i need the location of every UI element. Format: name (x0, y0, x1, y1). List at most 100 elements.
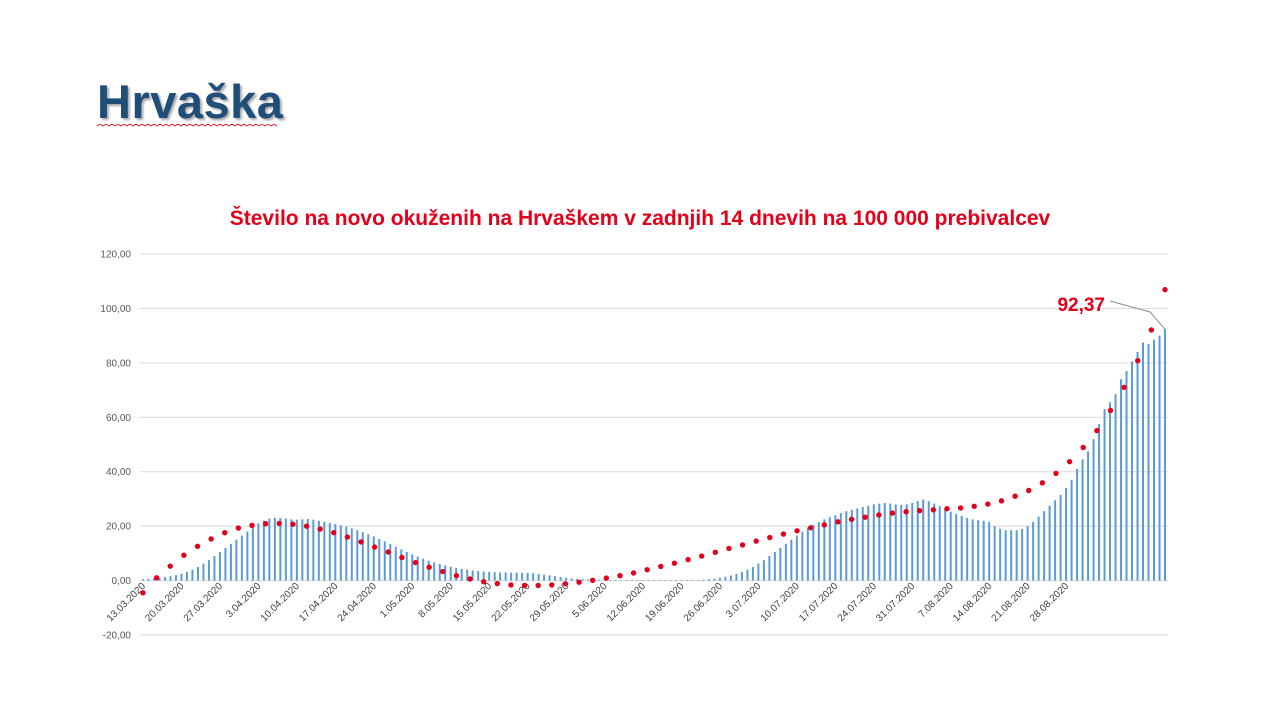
x-tick-label: 24.04.2020 (336, 581, 379, 624)
bar (674, 580, 677, 581)
bar (900, 504, 903, 581)
trend-point (208, 536, 214, 542)
bar (576, 578, 579, 581)
bar (422, 558, 425, 581)
trend-point (998, 498, 1005, 504)
bar-series (142, 329, 1166, 581)
bar (933, 503, 936, 581)
bar (839, 513, 842, 581)
trend-point (371, 544, 378, 550)
bar (394, 546, 397, 581)
bar (565, 577, 568, 581)
x-tick-label: 12.06.2020 (605, 581, 648, 624)
bar (757, 563, 760, 581)
bar (1098, 424, 1101, 581)
bar (295, 519, 298, 581)
trend-point (453, 572, 460, 579)
bar (938, 506, 941, 581)
x-tick-label: 14.08.2020 (951, 581, 994, 624)
bar (207, 560, 210, 581)
y-tick-label: 80,00 (106, 358, 131, 369)
y-tick-label: 60,00 (106, 413, 131, 424)
trend-point (603, 575, 610, 581)
trend-point (521, 582, 528, 589)
trend-point (658, 563, 664, 570)
bar (284, 518, 287, 581)
bar (235, 539, 238, 581)
trend-point (222, 529, 228, 536)
trend-point (835, 519, 841, 525)
bar (493, 572, 496, 581)
bar (262, 520, 265, 581)
trend-point (1039, 480, 1046, 486)
bar (911, 503, 914, 581)
x-tick-label: 13.03.2020 (105, 581, 148, 624)
trend-point (153, 575, 160, 581)
bar (856, 508, 859, 581)
trend-point (767, 534, 773, 541)
bar (812, 524, 815, 581)
bar (444, 565, 447, 581)
bar (477, 571, 480, 581)
bar (795, 535, 798, 581)
bar (702, 579, 705, 581)
trend-point (917, 507, 923, 514)
y-tick-label: 40,00 (106, 467, 131, 478)
trend-point (249, 522, 255, 529)
bar (570, 578, 573, 581)
trend-point (985, 501, 991, 507)
bar (1125, 371, 1128, 581)
bar (312, 519, 315, 581)
bar (834, 515, 837, 581)
bar (696, 580, 699, 581)
x-tick-label: 17.07.2020 (797, 581, 840, 624)
bar (889, 503, 892, 581)
bar (653, 580, 655, 581)
bar (620, 580, 623, 581)
x-tick-label: 27.03.2020 (182, 581, 225, 624)
bar (246, 531, 249, 581)
bar (229, 543, 232, 581)
bar (724, 576, 727, 581)
x-tick-label: 21.08.2020 (990, 581, 1033, 624)
trend-point (780, 531, 787, 537)
bar (845, 511, 848, 581)
bar (158, 577, 161, 581)
bar (273, 517, 276, 581)
bar (680, 580, 683, 581)
bar (339, 525, 342, 581)
bar (411, 554, 414, 581)
bar (202, 563, 205, 581)
bar (345, 526, 348, 581)
bar (850, 509, 853, 581)
bar (543, 574, 546, 581)
trend-point (903, 509, 909, 515)
bar (218, 551, 221, 581)
bar (784, 543, 787, 581)
trend-series (140, 286, 1168, 596)
bar (768, 556, 771, 581)
y-tick-label: -20,00 (103, 631, 132, 642)
trend-point (1012, 493, 1018, 499)
x-tick-label: 15.05.2020 (451, 581, 494, 624)
bar (801, 531, 804, 581)
x-tick-label: 1.05.2020 (378, 581, 418, 621)
bar (433, 562, 436, 581)
bar (971, 519, 974, 581)
bar (306, 519, 309, 581)
bar (905, 504, 908, 581)
bar (949, 511, 952, 581)
trend-point (876, 512, 882, 518)
bar (521, 572, 524, 581)
bar (631, 580, 634, 581)
bar (526, 572, 529, 581)
trend-point (317, 526, 323, 532)
x-tick-label: 17.04.2020 (297, 581, 340, 624)
trend-point (412, 559, 419, 566)
x-tick-label: 10.07.2020 (759, 581, 802, 624)
x-tick-label: 19.06.2020 (643, 581, 686, 624)
annotations: 92,37 (1057, 295, 1166, 330)
x-tick-label: 28.08.2020 (1028, 581, 1071, 624)
trend-point (1135, 357, 1141, 364)
